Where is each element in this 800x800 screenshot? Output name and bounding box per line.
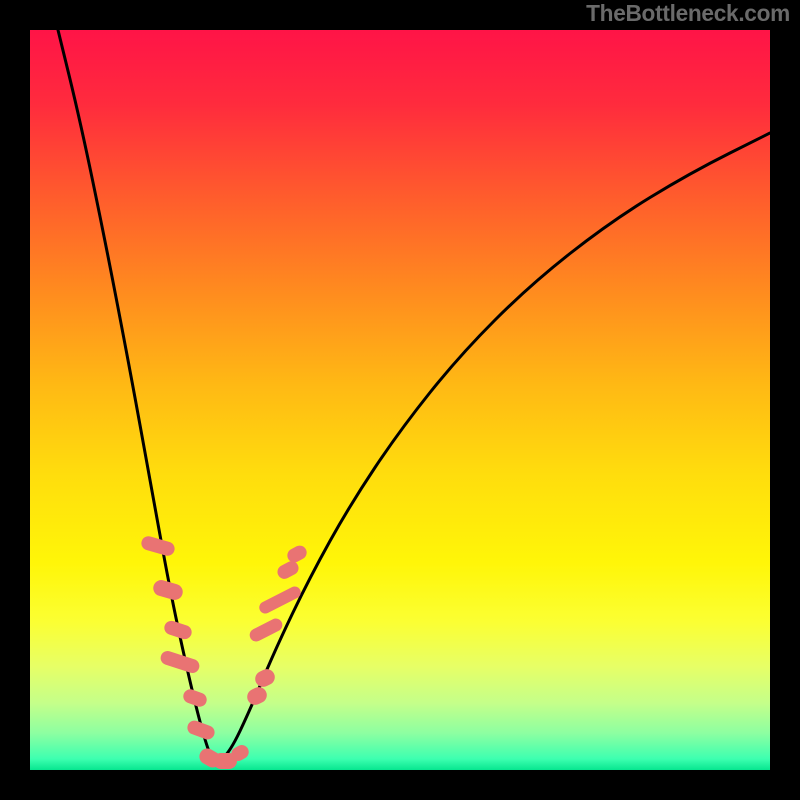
plot-area [30, 30, 770, 770]
curve-marker [140, 535, 177, 558]
curve-marker [151, 578, 184, 602]
curve-marker [159, 649, 201, 675]
curve-marker [275, 559, 301, 582]
curve-layer [30, 30, 770, 770]
curve-right-branch [215, 133, 770, 765]
curve-marker [244, 684, 269, 707]
curve-marker [257, 584, 303, 615]
curve-marker [252, 666, 277, 689]
curve-marker [285, 543, 309, 565]
chart-frame: TheBottleneck.com [0, 0, 800, 800]
curve-left-branch [58, 30, 215, 765]
watermark-text: TheBottleneck.com [586, 0, 790, 27]
